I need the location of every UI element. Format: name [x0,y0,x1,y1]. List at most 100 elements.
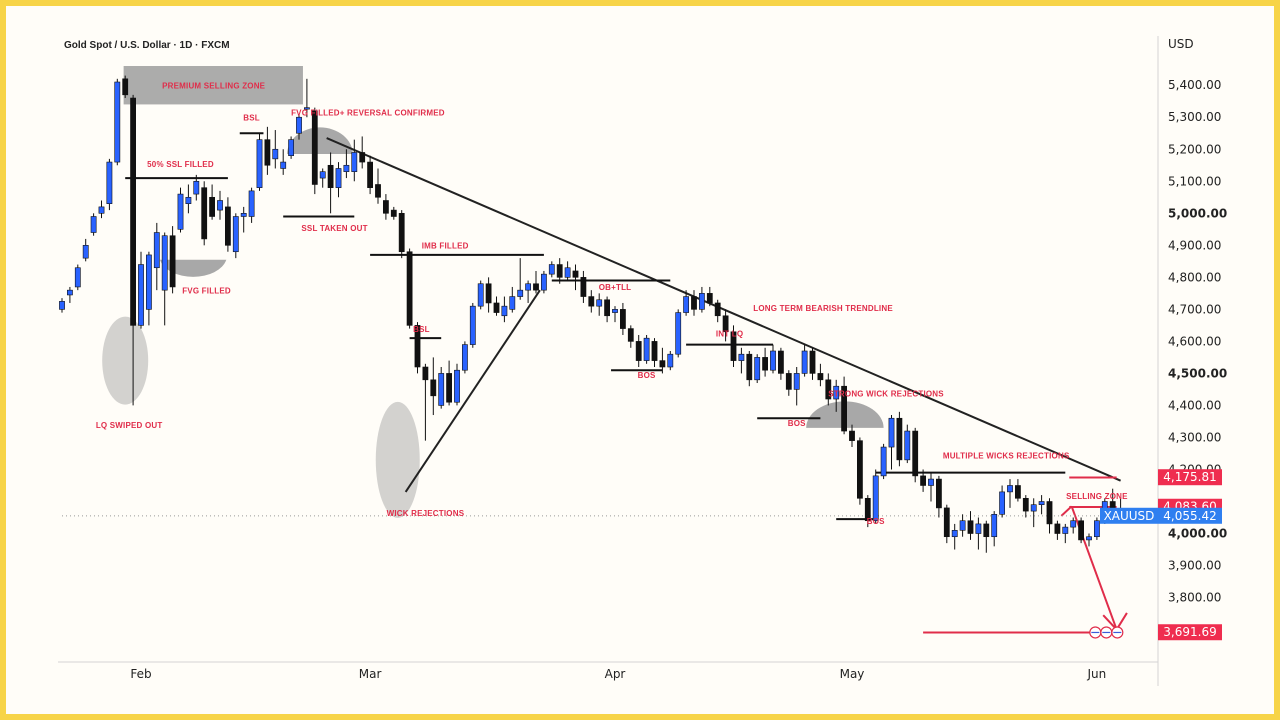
candle-body [935,478,942,509]
candle [90,213,97,236]
candle-body [714,302,721,317]
candle-body [106,161,113,204]
candle [777,347,784,380]
plot-area[interactable] [58,36,1158,662]
candle [430,357,437,416]
candle [232,213,239,259]
candle-body [667,353,674,368]
candle-body [754,357,761,381]
premium-zone-label: PREMIUM SELLING ZONE [162,81,266,90]
candle [698,286,705,313]
price-tick-label: 3,800.00 [1168,591,1221,605]
candle-body [477,283,484,307]
ssl-taken-label: SSL TAKEN OUT [301,224,367,233]
selling-zone-label: SELLING ZONE [1066,492,1128,501]
candle [225,197,231,252]
candle-body [643,337,650,361]
candle-body [683,296,689,313]
candle-body [469,305,476,345]
candle-body [248,190,255,217]
candle [722,309,729,342]
candle-body [161,235,168,291]
candle [896,411,903,467]
chart-title: Gold Spot / U.S. Dollar · 1D · FXCM [64,40,230,51]
candle-body [825,379,832,400]
time-axis[interactable]: FebMarAprMayJunJulAug [130,667,1274,681]
candle [461,341,468,374]
candle-body [880,446,887,477]
candle [975,517,982,550]
candle [493,296,500,316]
arrow-stem-top [1060,505,1073,517]
candle-body [564,267,571,278]
candle-body [612,309,618,313]
candle-body [604,299,610,317]
candle-body [706,293,713,304]
candle [517,258,524,300]
candle-body [651,341,658,361]
candle-body [422,366,429,381]
candle [382,194,389,220]
candle [888,415,895,470]
candle-body [722,315,729,333]
candle [951,523,958,550]
candle-body [635,341,642,361]
candle [612,306,618,323]
price-axis[interactable]: 5,400.00 5,300.00 5,200.00 5,100.00 5,000.00… [1168,78,1227,604]
candle [556,258,563,284]
candle-body [770,350,776,371]
candle [177,187,184,233]
candle-body [343,164,350,172]
candle [485,277,492,313]
candle [920,469,926,492]
candle [683,290,689,316]
bos2-label: BOS [788,419,806,428]
candle-body [66,289,73,296]
candle-body [335,168,342,188]
candle [438,367,445,409]
candle-body [146,254,152,310]
candle-body [501,305,508,317]
candle [1007,479,1013,508]
candle-body [485,283,492,304]
candle-body [991,514,998,538]
candle-body [959,520,966,531]
candle [675,309,682,358]
candle [801,344,808,377]
candle [825,373,832,406]
candle-body [217,200,223,211]
candle [691,290,697,316]
candle-body [1054,523,1061,534]
candle [169,226,176,294]
price-tick-label: 4,600.00 [1168,334,1221,348]
candle [1062,523,1069,544]
candle-body [303,107,310,110]
candle [1022,495,1029,518]
price-tag-upper-bg [1158,469,1222,486]
price-tick-label: 4,400.00 [1168,398,1221,412]
price-chart[interactable]: Gold Spot / U.S. Dollar · 1D · FXCM USD … [6,6,1274,714]
candle-body [114,81,121,163]
candle-body [817,373,824,381]
wick-rejections-label: WICK REJECTIONS [387,509,465,518]
candle-body [951,530,958,538]
candle [706,286,713,307]
candle-body [540,273,547,291]
candle [1030,498,1037,528]
candle [793,367,800,406]
candle [82,238,89,262]
candle [1094,517,1100,540]
candle-body [280,161,287,169]
candle [303,78,310,118]
candle [406,248,413,329]
candle [414,322,421,374]
candle-body [311,110,318,185]
candle-body [351,152,358,172]
candle [999,485,1005,518]
month-tick-label: Feb [130,667,151,681]
candle [572,264,579,291]
candle [240,206,247,233]
candle [343,149,350,179]
candle-body [359,152,366,163]
candle [454,363,460,406]
